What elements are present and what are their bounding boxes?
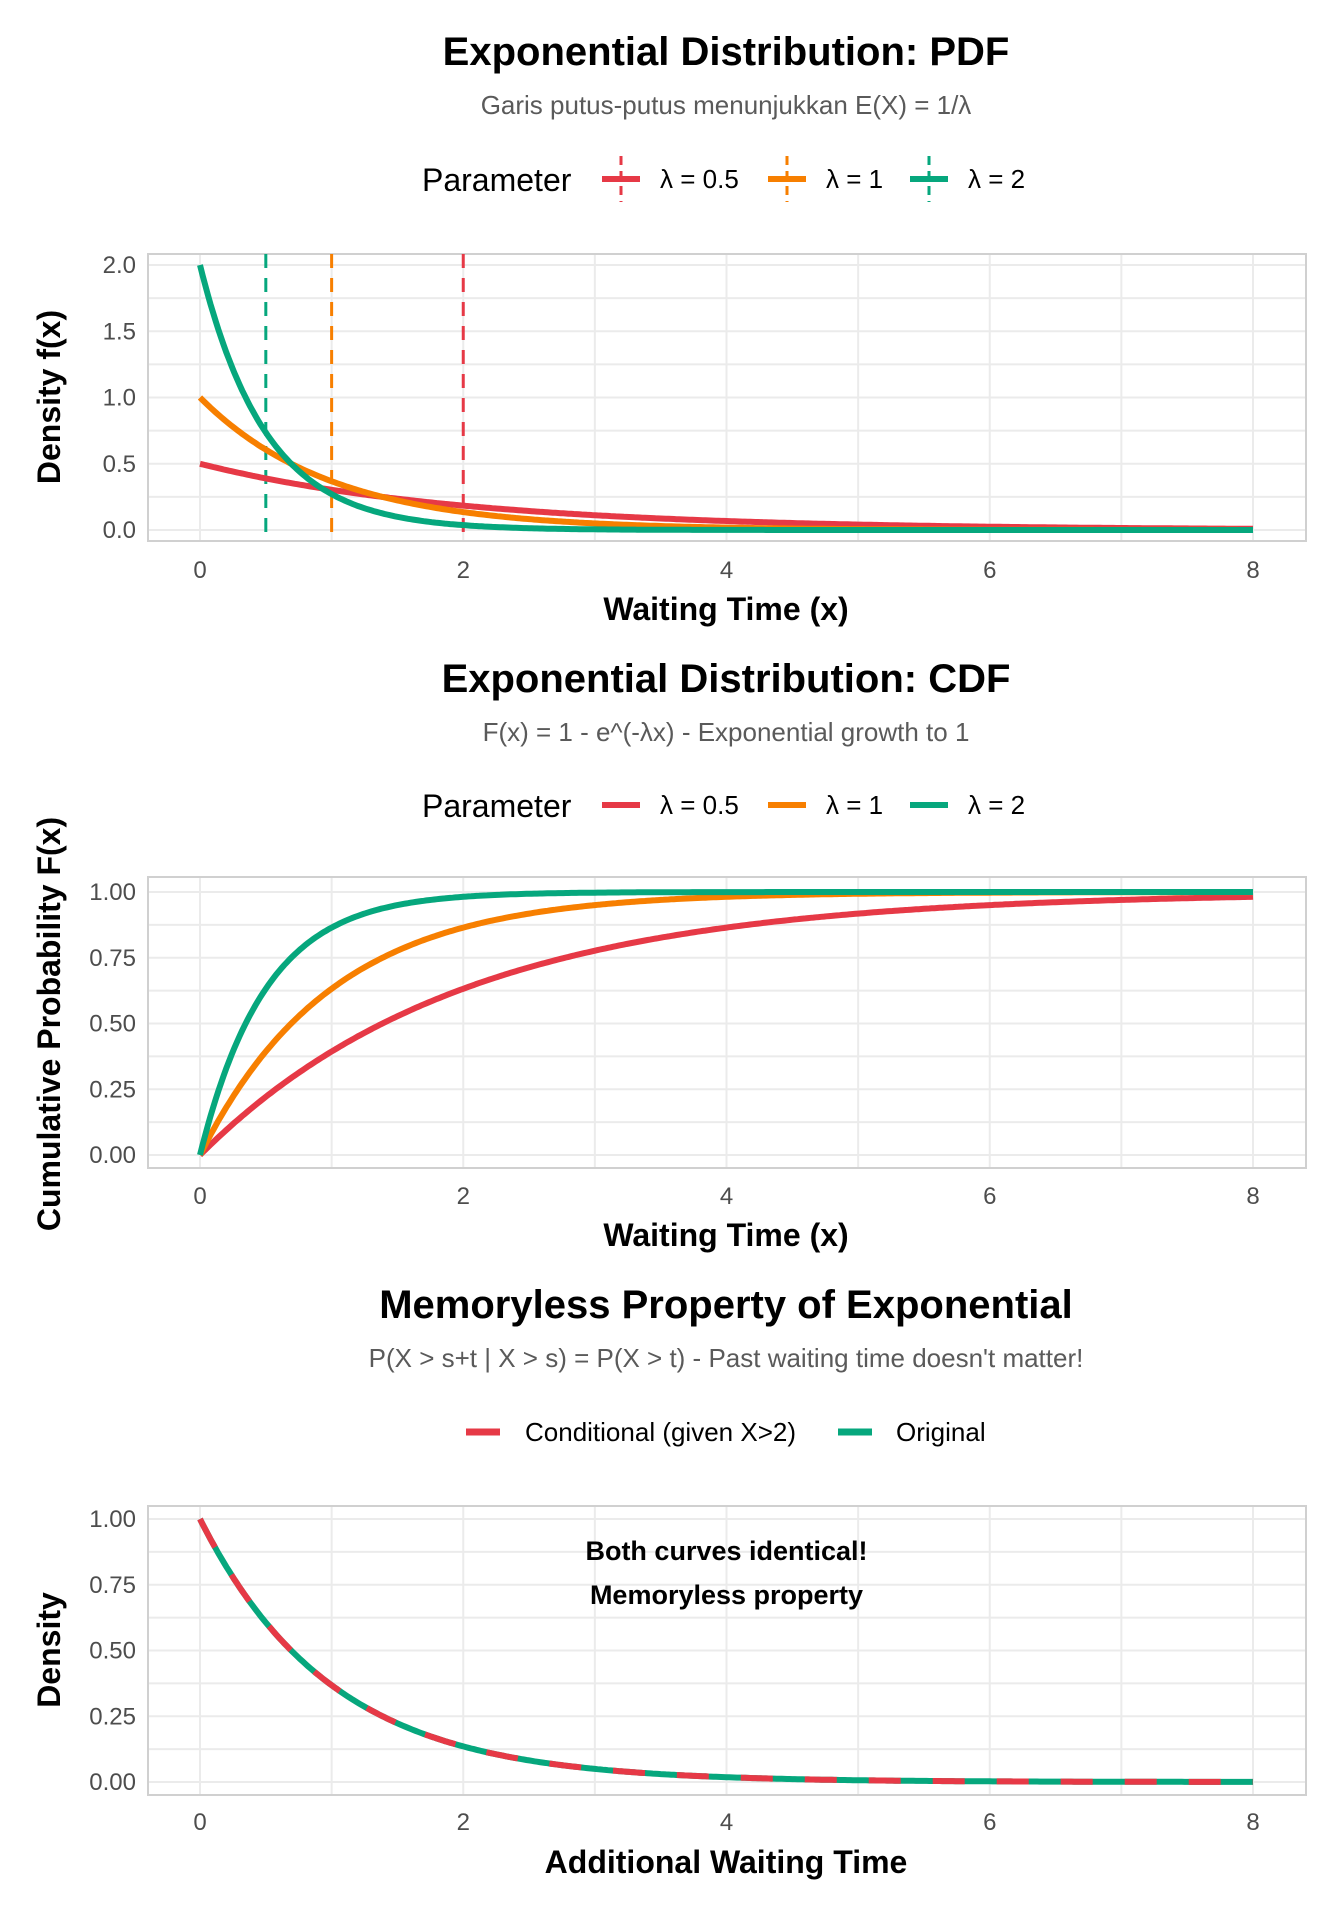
x-tick-label: 6 xyxy=(983,1809,996,1836)
x-tick-label: 2 xyxy=(457,557,470,584)
y-tick-label: 1.5 xyxy=(103,318,136,345)
annotation-text: Memoryless property xyxy=(590,1580,863,1610)
chart-subtitle: P(X > s+t | X > s) = P(X > t) - Past wai… xyxy=(369,1343,1084,1373)
x-tick-label: 8 xyxy=(1246,1809,1259,1836)
x-tick-label: 2 xyxy=(457,1183,470,1210)
legend-title: Parameter xyxy=(422,788,572,824)
legend: Parameter λ = 0.5 λ = 1 λ = 2 xyxy=(422,788,1025,824)
series-line xyxy=(197,264,1253,533)
cdf-chart: Exponential Distribution: CDF F(x) = 1 -… xyxy=(31,657,1307,1253)
x-tick-label: 6 xyxy=(983,1183,996,1210)
legend: Parameter λ = 0.5 λ = 1 λ = 2 xyxy=(422,156,1025,202)
y-tick-label: 0.25 xyxy=(89,1076,136,1103)
y-axis-title: Density f(x) xyxy=(31,310,67,484)
plot-area: 0.00 0.25 0.50 0.75 1.00 0 2 4 6 8 Both curves ide… xyxy=(89,1505,1307,1836)
x-tick-label: 0 xyxy=(193,557,206,584)
memoryless-chart: Memoryless Property of Exponential P(X >… xyxy=(31,1283,1307,1880)
y-tick-label: 0.25 xyxy=(89,1703,136,1730)
legend-label: λ = 2 xyxy=(968,164,1025,194)
legend-key-lambda-2 xyxy=(910,156,948,202)
legend-key-lambda-1 xyxy=(768,156,806,202)
x-tick-label: 2 xyxy=(457,1809,470,1836)
pdf-chart: Exponential Distribution: PDF Garis putu… xyxy=(31,30,1307,627)
chart-title: Exponential Distribution: CDF xyxy=(442,657,1011,701)
y-tick-label: 0.0 xyxy=(103,517,136,544)
chart-subtitle: Garis putus-putus menunjukkan E(X) = 1/λ xyxy=(481,90,972,120)
legend-label: λ = 2 xyxy=(968,790,1025,820)
x-tick-label: 8 xyxy=(1246,1183,1259,1210)
y-tick-label: 2.0 xyxy=(103,252,136,279)
panel-border xyxy=(147,876,1307,1169)
y-tick-label: 0.50 xyxy=(89,1638,136,1665)
y-tick-label: 0.75 xyxy=(89,945,136,972)
plot-area: 0.00 0.25 0.50 0.75 1.00 0 2 4 6 8 xyxy=(89,876,1307,1210)
y-tick-label: 0.00 xyxy=(89,1769,136,1796)
y-tick-label: 0.75 xyxy=(89,1572,136,1599)
y-tick-label: 1.00 xyxy=(89,1506,136,1533)
y-tick-label: 0.5 xyxy=(103,451,136,478)
legend-label: λ = 1 xyxy=(826,164,883,194)
y-axis-title: Density xyxy=(31,1592,67,1708)
y-tick-label: 1.0 xyxy=(103,385,136,412)
legend-label: Conditional (given X>2) xyxy=(525,1417,796,1447)
series-line xyxy=(197,893,1254,1158)
x-tick-label: 8 xyxy=(1246,557,1259,584)
x-tick-label: 4 xyxy=(720,1183,733,1210)
panel-border xyxy=(147,253,1307,542)
legend-label: λ = 0.5 xyxy=(660,164,739,194)
legend: Conditional (given X>2) Original xyxy=(466,1417,986,1447)
x-tick-label: 6 xyxy=(983,557,996,584)
plot-area: 0.0 0.5 1.0 1.5 2.0 0 2 4 6 8 xyxy=(103,252,1307,584)
y-tick-label: 0.00 xyxy=(89,1142,136,1169)
y-tick-label: 1.00 xyxy=(89,879,136,906)
legend-title: Parameter xyxy=(422,162,572,198)
chart-title: Exponential Distribution: PDF xyxy=(443,30,1010,74)
panel-border xyxy=(147,1505,1307,1796)
y-tick-label: 0.50 xyxy=(89,1011,136,1038)
chart-subtitle: F(x) = 1 - e^(-λx) - Exponential growth … xyxy=(483,717,970,747)
x-tick-label: 0 xyxy=(193,1809,206,1836)
legend-label: λ = 0.5 xyxy=(660,790,739,820)
legend-label: λ = 1 xyxy=(826,790,883,820)
annotation-text: Both curves identical! xyxy=(585,1536,867,1566)
x-axis-title: Additional Waiting Time xyxy=(545,1844,908,1880)
y-axis-title: Cumulative Probability F(x) xyxy=(31,817,67,1231)
x-tick-label: 0 xyxy=(193,1183,206,1210)
x-tick-label: 4 xyxy=(720,557,733,584)
x-axis-title: Waiting Time (x) xyxy=(603,591,848,627)
chart-title: Memoryless Property of Exponential xyxy=(379,1283,1073,1327)
series-line-conditional xyxy=(197,1517,1253,1785)
x-axis-title: Waiting Time (x) xyxy=(603,1217,848,1253)
legend-key-lambda-0.5 xyxy=(602,156,640,202)
legend-label: Original xyxy=(896,1417,986,1447)
series-line xyxy=(197,889,1253,1156)
x-tick-label: 4 xyxy=(720,1809,733,1836)
